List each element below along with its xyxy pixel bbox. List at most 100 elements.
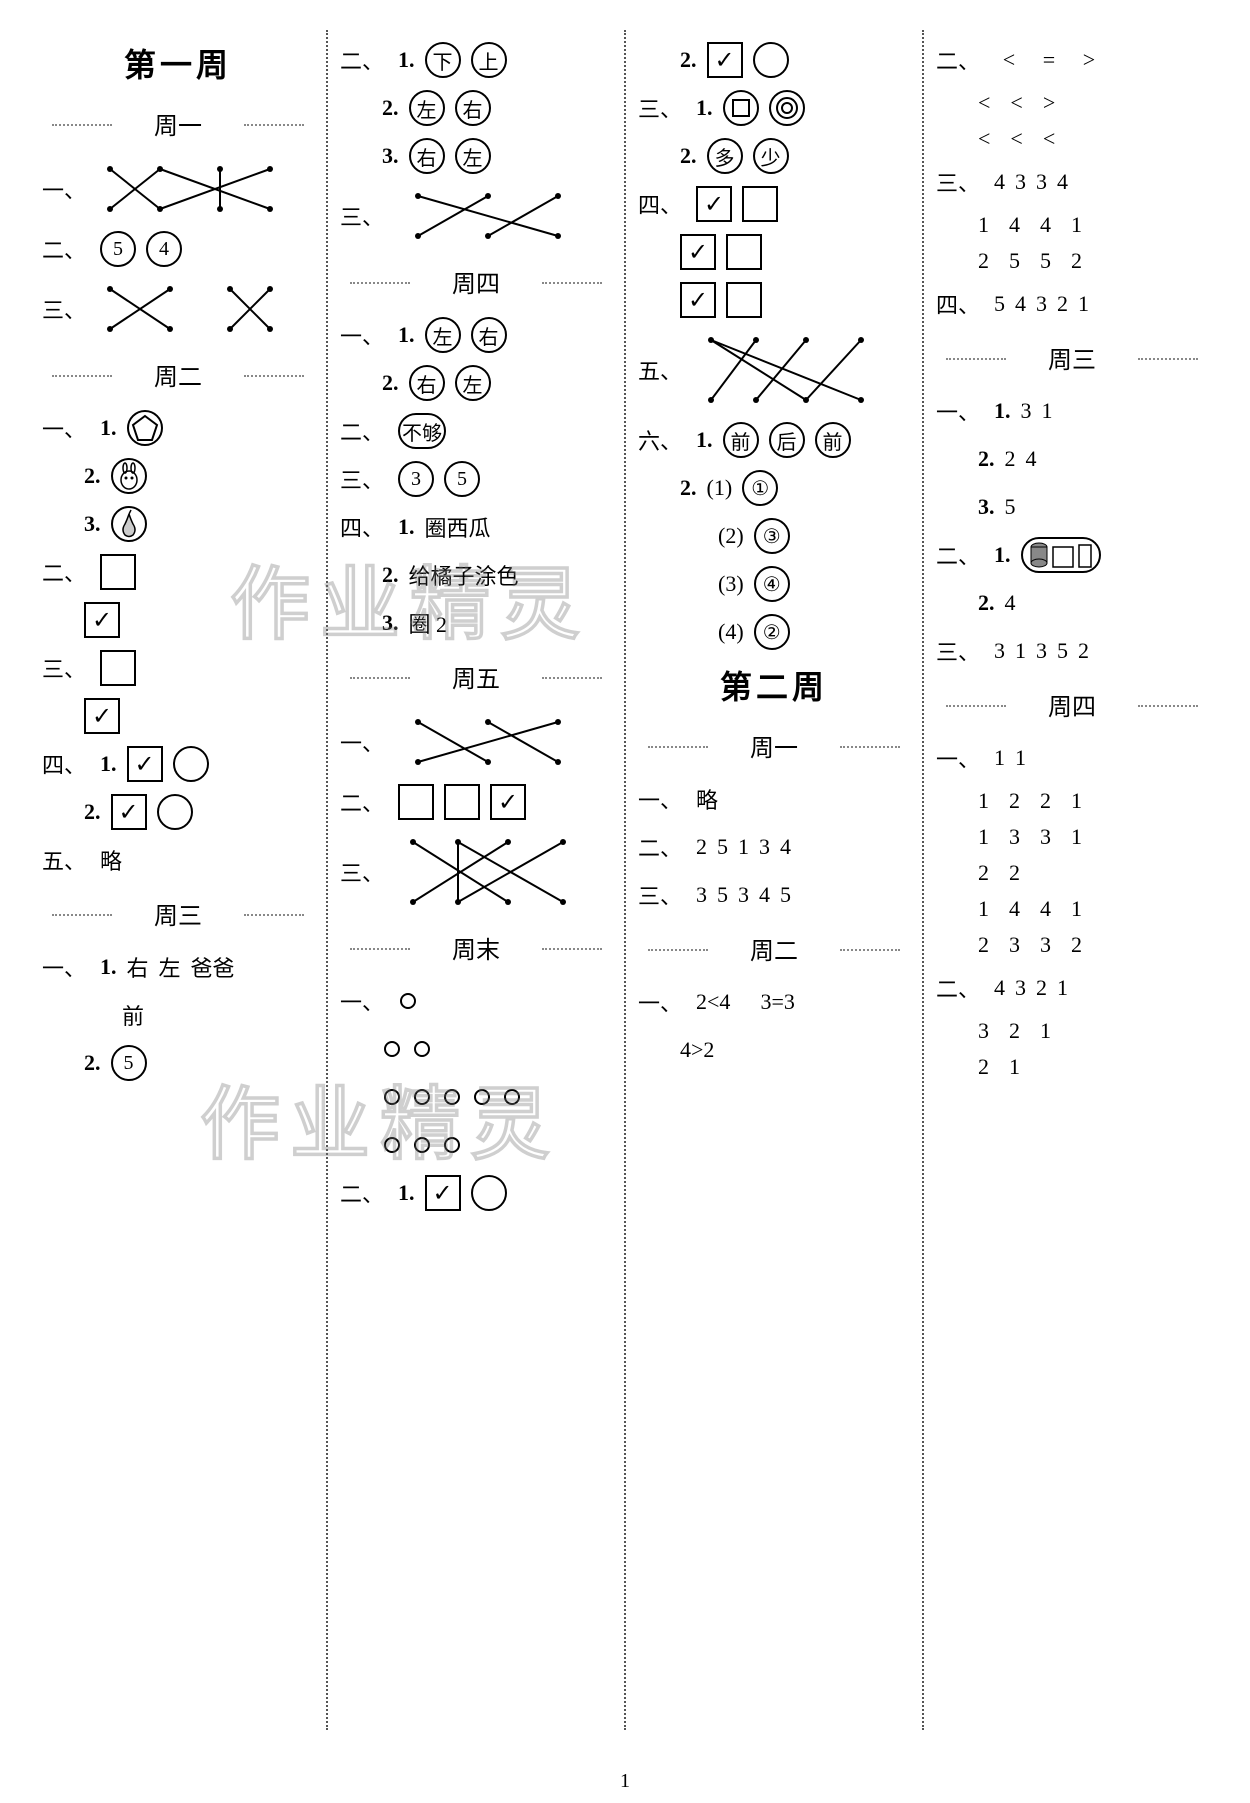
circlebox-empty [157, 794, 193, 830]
answer-circle: 左 [455, 365, 491, 401]
answer-circle: 少 [753, 138, 789, 174]
c2-we-q1c [340, 1079, 612, 1115]
qnum: 四、 [936, 288, 980, 320]
column-4: 二、 < = > < < > < < < 三、 4 3 3 4 1 4 4 1 [922, 30, 1220, 1730]
c2-thu-q4-1: 四、 1. 圈西瓜 [340, 509, 612, 545]
num: 2 [978, 860, 989, 886]
c3-w2-tue-q1b: 4>2 [638, 1032, 910, 1068]
subnum: 2. [680, 475, 697, 501]
paren-num: (4) [718, 619, 744, 645]
num: 4 [994, 975, 1005, 1001]
checkbox [726, 234, 762, 270]
qnum: 三、 [42, 293, 86, 325]
num: 3 [994, 638, 1005, 664]
num: 4 [1026, 446, 1037, 472]
num: 5 [717, 882, 728, 908]
answer-circle: 后 [769, 422, 805, 458]
checkbox [444, 784, 480, 820]
c2-we-q2-1: 二、 1. ✓ [340, 1175, 612, 1211]
c3-q6-2-1: 2. (1) ① [638, 470, 910, 506]
num: 4 [1015, 291, 1026, 317]
qnum: 三、 [340, 463, 384, 495]
qnum: 四、 [340, 511, 384, 543]
subnum: 1. [398, 514, 415, 540]
answer-circle: 前 [815, 422, 851, 458]
day-mon2: 周一 [638, 728, 910, 763]
c4-thu-q2-r2: 3 2 1 [978, 1018, 1208, 1044]
answer-circle: 5 [100, 231, 136, 267]
answer-circle: ① [742, 470, 778, 506]
num: 3 [1015, 975, 1026, 1001]
num: 2 [1005, 446, 1016, 472]
c1-tue-q2b: ✓ [42, 602, 314, 638]
c4-q2-r3: < < < [978, 126, 1208, 152]
subnum: 2. [382, 370, 399, 396]
c2-wed-q2-1: 二、 1. 下 上 [340, 42, 612, 78]
qnum: 二、 [936, 972, 980, 1004]
day-mon: 周一 [42, 106, 314, 141]
day-thu2: 周四 [936, 687, 1208, 722]
num: 4 [759, 882, 770, 908]
c3-w2-tue-q1a: 一、 2<4 3=3 [638, 984, 910, 1020]
circle-icon [400, 993, 416, 1009]
qnum: 二、 [340, 44, 384, 76]
num: 1 [1015, 638, 1026, 664]
sym: < [1010, 90, 1022, 116]
num: 2 [1009, 1018, 1020, 1044]
c4-thu-q2-r3: 2 1 [978, 1054, 1208, 1080]
qnum: 五、 [638, 354, 682, 386]
c1-tue-q1-1: 一、 1. [42, 410, 314, 446]
answer-circle: 左 [455, 138, 491, 174]
num: 3 [1040, 824, 1051, 850]
num: 2 [1040, 788, 1051, 814]
qnum: 三、 [340, 200, 384, 232]
expr: 3=3 [760, 989, 794, 1015]
num: 2 [696, 834, 707, 860]
c1-tue-q3a: 三、 [42, 650, 314, 686]
c3-q4c: ✓ [638, 282, 910, 318]
checkbox-checked: ✓ [111, 794, 147, 830]
c3-q5: 五、 [638, 330, 910, 410]
subnum: 1. [100, 751, 117, 777]
cross-diagram-icon [398, 832, 578, 912]
c1-q2: 二、 5 4 [42, 231, 314, 267]
c1-tue-q5: 五、 略 [42, 842, 314, 878]
num: 2 [1036, 975, 1047, 1001]
c4-q4: 四、 5 4 3 2 1 [936, 286, 1208, 322]
c2-wed-q2-2: 2. 左 右 [340, 90, 612, 126]
subnum: 2. [978, 590, 995, 616]
c1-tue-q1-3: 3. [42, 506, 314, 542]
num: 2 [1057, 291, 1068, 317]
subnum: 3. [84, 511, 101, 537]
answer-circle: 左 [425, 317, 461, 353]
day-tue2: 周二 [638, 931, 910, 966]
checkbox [742, 186, 778, 222]
answer-circle: 前 [723, 422, 759, 458]
c2-we-q1b [340, 1031, 612, 1067]
circle-icon [384, 1137, 400, 1153]
num: 3 [1009, 932, 1020, 958]
c1-wed-q1-1b: 前 [42, 997, 314, 1033]
subnum: 3. [382, 143, 399, 169]
num: 1 [1071, 896, 1082, 922]
qnum: 三、 [936, 166, 980, 198]
qnum: 一、 [42, 412, 86, 444]
c2-thu-q2: 二、 不够 [340, 413, 612, 449]
cross-diagram-icon [398, 712, 578, 772]
num: 5 [1005, 494, 1016, 520]
subnum: 1. [398, 1180, 415, 1206]
c4-thu-q1-r1: 一、 1 1 [936, 740, 1208, 776]
answer-circle: 5 [444, 461, 480, 497]
answer-circle: 右 [471, 317, 507, 353]
num: 5 [1057, 638, 1068, 664]
num: 5 [994, 291, 1005, 317]
c1-tue-q1-2: 2. [42, 458, 314, 494]
circle-icon [414, 1041, 430, 1057]
c2-thu-q1-1: 一、 1. 左 右 [340, 317, 612, 353]
answer-circle: 上 [471, 42, 507, 78]
expr: 4>2 [680, 1037, 714, 1063]
answer-circle: 右 [409, 138, 445, 174]
sym: < [1043, 126, 1055, 152]
c3-w2-q1: 一、 略 [638, 781, 910, 817]
day-wed2: 周三 [936, 340, 1208, 375]
